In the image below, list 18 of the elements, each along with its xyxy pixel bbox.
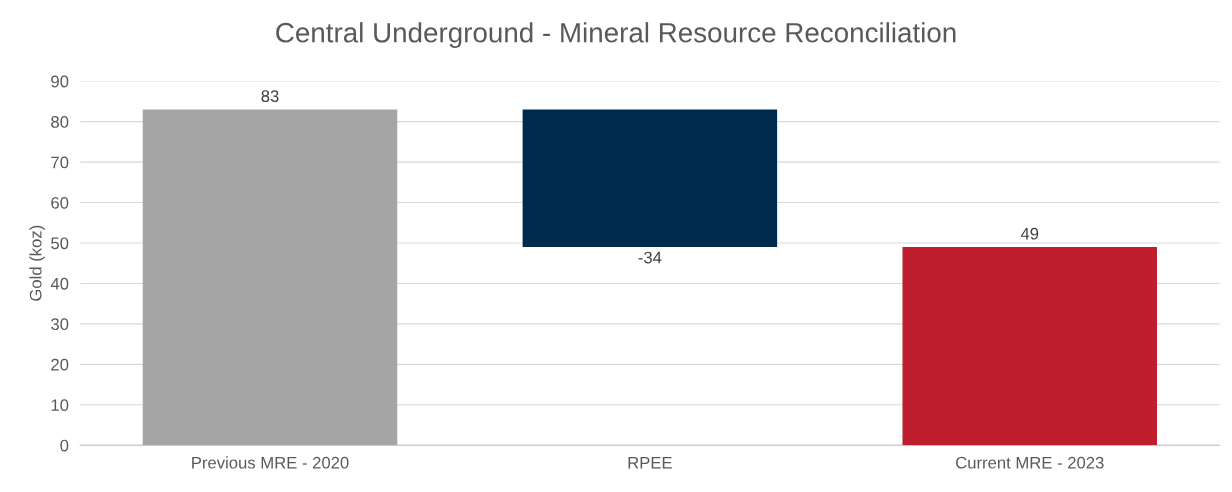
x-tick-label: Current MRE - 2023: [956, 456, 1104, 469]
y-axis-title: Gold (koz): [29, 225, 45, 301]
x-tick-label: Previous MRE - 2020: [192, 456, 349, 469]
data-label: 83: [261, 90, 279, 103]
y-tick-label: 20: [51, 358, 69, 371]
y-tick-label: 70: [51, 156, 69, 169]
y-tick-label: 90: [51, 75, 69, 88]
chart-title: Central Underground - Mineral Resource Reconciliation: [276, 22, 956, 49]
x-tick-label: RPEE: [628, 456, 672, 469]
y-tick-label: 10: [51, 399, 69, 412]
data-label: 49: [1020, 227, 1039, 240]
y-tick-label: 0: [60, 439, 69, 452]
y-tick-label: 40: [50, 277, 69, 290]
data-label: -34: [638, 251, 662, 264]
y-tick-label: 60: [51, 196, 69, 209]
y-tick-label: 80: [51, 116, 69, 128]
y-tick-label: 50: [51, 237, 69, 250]
y-tick-label: 30: [51, 318, 69, 331]
